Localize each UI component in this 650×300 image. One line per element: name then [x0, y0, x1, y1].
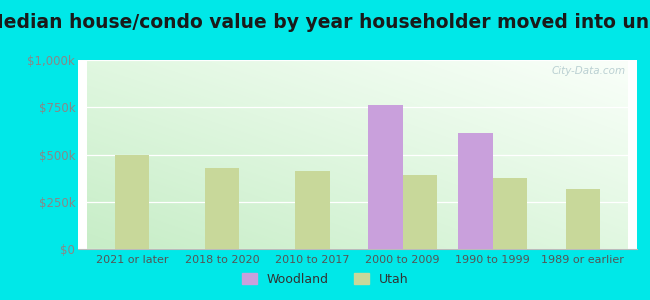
Bar [115, 155, 150, 249]
Text: Median house/condo value by year householder moved into unit: Median house/condo value by year househo… [0, 14, 650, 32]
Text: City-Data.com: City-Data.com [552, 66, 626, 76]
Bar [295, 171, 330, 249]
Bar [566, 188, 600, 249]
Bar [205, 168, 239, 249]
Bar [369, 105, 402, 249]
Bar [402, 175, 437, 249]
Bar [493, 178, 527, 249]
Legend: Woodland, Utah: Woodland, Utah [237, 268, 413, 291]
Bar [458, 133, 493, 249]
